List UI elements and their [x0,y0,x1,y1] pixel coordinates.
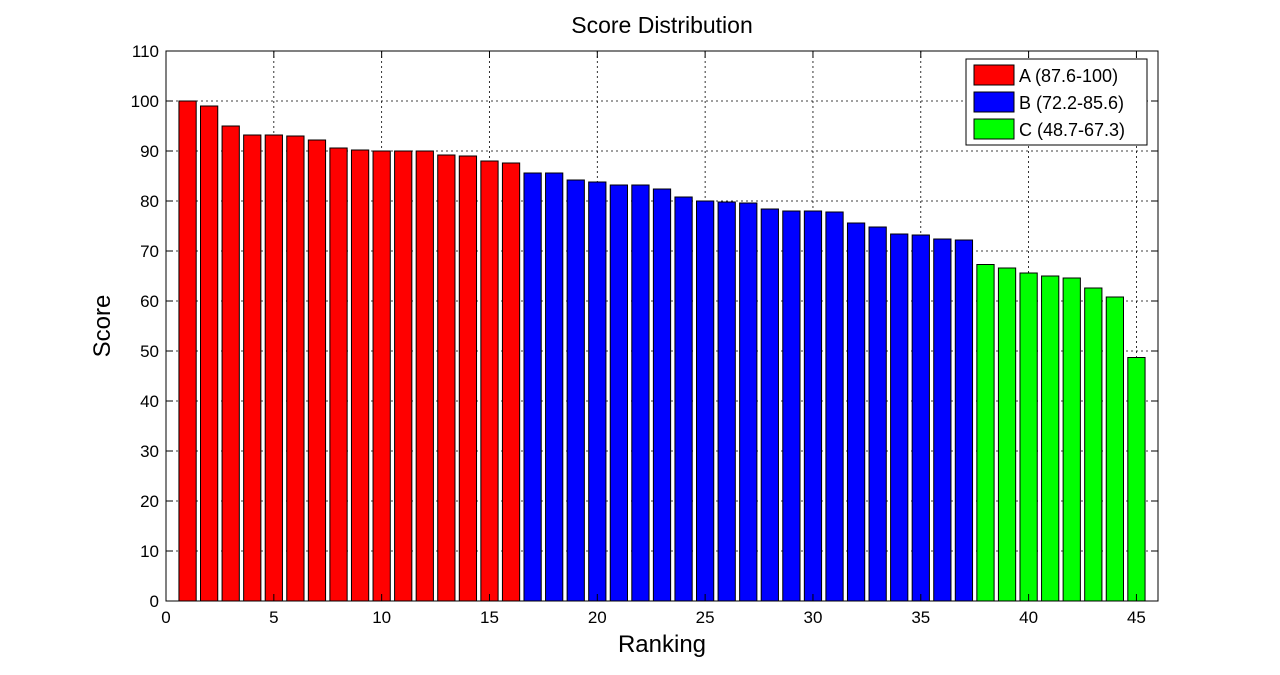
bar-rank-21 [609,184,628,602]
bar-rank-10 [372,150,391,602]
bar-rank-17 [523,172,542,602]
bar-rank-14 [458,155,478,602]
x-tick-label: 30 [803,608,822,627]
bar-rank-24 [674,196,693,602]
y-tick-label: 100 [131,92,159,111]
bar-rank-1 [178,100,197,602]
bars [178,100,1146,602]
bar-rank-2 [200,105,219,602]
bar-rank-35 [911,234,930,602]
bar-rank-8 [329,147,348,602]
chart-title: Score Distribution [571,12,753,38]
bar-rank-25 [696,200,715,602]
y-axis-label: Score [89,295,116,358]
bar-rank-15 [480,160,499,602]
x-tick-label: 10 [372,608,391,627]
bar-rank-43 [1084,287,1103,602]
y-tick-label: 110 [132,42,159,61]
bar-rank-9 [350,149,370,602]
bar-rank-26 [717,201,736,602]
plot-frame [165,50,1159,602]
bar-rank-20 [588,181,607,602]
y-tick-label: 40 [140,392,159,411]
y-tick-label: 10 [140,542,159,561]
bar-rank-22 [631,184,650,602]
legend-swatch [973,64,1015,86]
y-tick-label: 70 [140,242,159,261]
bar-rank-30 [803,210,823,602]
bar-rank-13 [437,154,456,602]
bar-rank-44 [1105,296,1124,602]
x-axis-label: Ranking [618,631,706,658]
bar-rank-28 [760,208,779,602]
bar-rank-45 [1127,357,1146,602]
x-tick-label: 5 [269,608,278,627]
bar-rank-32 [846,222,866,602]
x-tick-label: 15 [480,608,499,627]
legend-entry-label: B (72.2-85.6) [1019,93,1124,113]
bar-rank-27 [739,202,758,602]
bar-rank-4 [243,134,262,602]
x-tick-label: 45 [1127,608,1146,627]
bar-rank-36 [933,238,952,602]
bar-rank-16 [501,162,521,602]
bar-rank-23 [652,188,672,602]
y-tick-label: 30 [140,442,159,461]
legend-entry-label: A (87.6-100) [1019,66,1118,86]
y-tick-label: 60 [140,292,159,311]
bar-rank-12 [415,150,434,602]
y-tick-label: 90 [140,142,159,161]
x-tick-label: 40 [1019,608,1038,627]
bar-rank-18 [545,172,564,602]
bar-rank-11 [394,150,413,602]
y-tick-label: 50 [140,342,159,361]
bar-rank-34 [890,233,909,602]
legend-swatch [973,118,1015,140]
bar-rank-19 [566,179,585,602]
bar-rank-41 [1041,275,1060,602]
x-tick-label: 25 [696,608,715,627]
bar-rank-33 [868,226,887,602]
bar-rank-40 [1019,272,1038,602]
bar-rank-7 [307,139,327,602]
y-tick-label: 20 [140,492,159,511]
legend-swatch [973,91,1015,113]
bar-rank-3 [221,125,240,602]
axis-ticks: 0 5 10 15 20 25 30 35 40 45 0 10 20 30 40 50 60 70 80 90 100… [131,42,1158,627]
x-tick-label: 20 [588,608,607,627]
bar-rank-37 [954,239,974,602]
x-tick-label: 0 [161,608,170,627]
bar-rank-29 [782,210,801,602]
bar-rank-5 [264,134,283,602]
bar-rank-38 [976,264,995,602]
bar-rank-31 [825,211,844,602]
y-tick-label: 80 [140,192,159,211]
legend-entry-label: C (48.7-67.3) [1019,120,1125,140]
x-tick-label: 35 [911,608,930,627]
legend: A (87.6-100) B (72.2-85.6) C (48.7-67.3) [965,58,1148,146]
y-tick-label: 0 [150,592,159,611]
bar-rank-39 [997,267,1017,602]
bar-rank-6 [286,135,305,602]
bar-rank-42 [1062,277,1081,602]
